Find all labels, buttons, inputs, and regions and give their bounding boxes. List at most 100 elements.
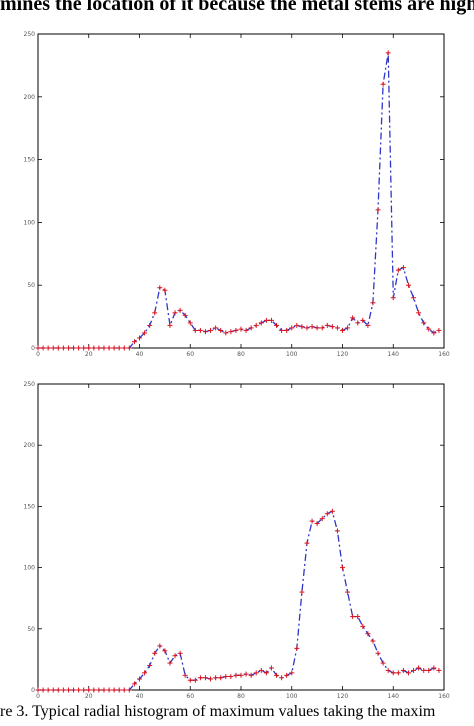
series-line [38,52,440,349]
data-point-marker [213,325,219,331]
data-point-marker [121,687,130,693]
data-point-marker [101,345,110,351]
header-text: mines the location of it because the met… [0,0,474,15]
data-point-marker [274,672,280,678]
data-point-marker [116,687,125,693]
data-point-marker [65,345,74,351]
x-tick-label: 80 [237,693,245,700]
data-point-marker [142,330,148,336]
data-point-marker [340,565,345,571]
data-point-marker [253,670,259,676]
data-point-marker [294,322,300,328]
y-tick-label: 150 [24,157,36,164]
axes-frame [37,383,445,691]
data-point-marker [380,81,386,87]
data-point-marker [334,325,340,331]
data-point-marker [111,345,120,351]
y-tick-label: 250 [24,31,36,38]
data-point-marker [268,317,274,323]
data-point-marker [121,345,130,351]
data-point-marker [436,667,442,673]
data-point-marker [411,295,417,301]
data-point-marker [126,687,132,693]
data-point-marker [91,687,99,693]
data-point-marker [182,672,188,678]
data-point-marker [365,322,371,328]
x-tick-label: 80 [237,351,245,358]
data-point-marker [375,650,381,656]
data-point-marker [86,687,94,693]
data-point-marker [45,687,54,693]
axes-frame [37,33,445,349]
x-tick-label: 140 [388,693,400,700]
data-point-marker [71,345,79,351]
data-point-marker [192,677,198,683]
y-tick-label: 100 [24,565,36,572]
x-tick-label: 60 [186,693,194,700]
figure-caption: re 3. Typical radial histogram of maximu… [0,703,436,720]
data-point-marker [152,650,158,656]
data-point-marker [111,687,120,693]
data-point-marker [319,516,325,522]
data-point-marker [137,335,142,341]
series-line [38,510,440,691]
data-point-marker [177,650,183,656]
data-point-marker [284,672,290,678]
data-point-marker [142,670,148,676]
data-point-marker [208,676,214,682]
histogram-chart-bottom: 0 20 40 60 80 100 120 140 160 0 50 100 150 200 250 [24,381,450,700]
data-point-marker [324,322,330,328]
data-point-marker [421,320,427,326]
data-point-marker [137,676,142,682]
data-point-marker [289,325,295,331]
data-point-marker [233,672,241,678]
y-tick-label: 0 [31,687,35,694]
data-point-marker [55,687,64,693]
data-point-marker [436,327,442,333]
data-point-marker [411,667,417,673]
data-point-marker [157,285,163,291]
data-point-marker [167,660,173,666]
data-point-marker [268,665,274,671]
x-tick-label: 120 [337,351,349,358]
data-point-marker [426,667,432,673]
y-tick-label: 100 [24,219,36,226]
data-point-marker [431,330,437,336]
histogram-chart-top: 0 20 40 60 80 100 120 140 160 0 50 100 150 200 250 [24,31,450,358]
data-point-marker [218,327,224,333]
data-point-marker [157,643,163,649]
data-point-marker [147,663,153,669]
data-point-marker [177,307,183,313]
data-point-marker [106,687,115,693]
data-point-marker [106,345,115,351]
data-point-marker [116,345,125,351]
data-point-marker [167,322,173,328]
data-point-marker [400,667,406,673]
data-point-marker [329,324,335,330]
data-point-marker [350,315,356,321]
data-point-marker [187,320,193,326]
data-point-marker [365,631,371,637]
data-point-marker [238,672,244,678]
data-point-marker [218,675,224,681]
data-point-marker [258,320,264,326]
x-tick-label: 100 [286,351,298,358]
data-point-marker [421,667,429,673]
data-point-marker [35,345,44,351]
data-point-marker [45,345,54,351]
data-point-marker [395,267,401,273]
y-tick-label: 50 [27,282,35,289]
data-point-marker [208,327,214,333]
x-tick-label: 160 [438,351,450,358]
data-point-marker [71,687,79,693]
data-point-marker [65,687,74,693]
data-point-marker [60,345,69,351]
data-point-marker [263,670,269,676]
data-point-marker [213,675,221,681]
data-point-marker [96,687,104,693]
x-tick-label: 100 [286,693,298,700]
data-point-marker [334,528,340,534]
data-point-marker [370,638,376,644]
x-tick-label: 20 [85,693,93,700]
data-point-marker [345,325,351,331]
